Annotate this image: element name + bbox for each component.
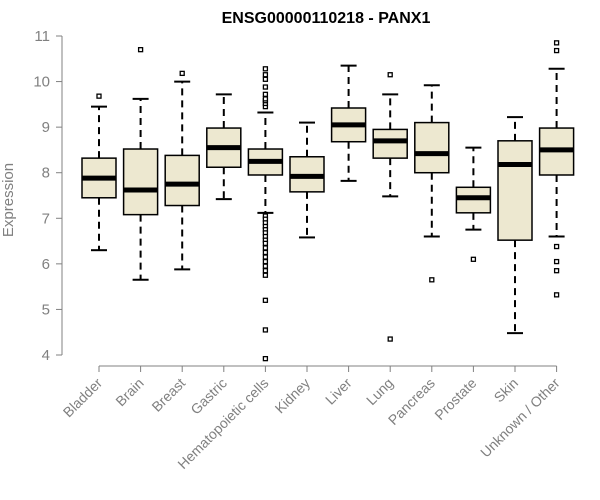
x-category-label: Kidney <box>272 375 314 417</box>
x-category-label: Bladder <box>60 375 106 421</box>
outlier-point <box>470 256 477 262</box>
x-category-label: Skin <box>491 375 522 406</box>
outlier-point <box>553 243 560 250</box>
iqr-box <box>414 121 450 174</box>
outlier-point <box>553 47 560 54</box>
y-tick-label: 6 <box>42 256 50 273</box>
outlier-point <box>179 70 185 77</box>
iqr-box <box>372 128 408 159</box>
outlier-point <box>262 268 269 274</box>
y-tick-label: 8 <box>42 165 50 182</box>
box-brain <box>122 47 159 281</box>
outlier-point <box>262 355 269 362</box>
iqr-box <box>497 140 533 241</box>
outlier-point <box>262 84 269 90</box>
outlier-point <box>553 258 560 265</box>
y-axis-label: Expression <box>0 163 17 237</box>
outlier-point <box>96 93 102 99</box>
x-category-label: Lung <box>363 375 396 408</box>
outlier-point <box>262 66 269 72</box>
outlier-point <box>262 327 269 333</box>
y-tick-label: 10 <box>33 74 50 91</box>
outlier-point <box>262 91 269 97</box>
outlier-point <box>262 297 269 303</box>
iqr-box <box>164 154 200 207</box>
box-pancreas <box>414 84 450 283</box>
outlier-point <box>262 263 269 269</box>
box-lung <box>372 72 408 342</box>
axes: 4 5 6 7 8 9 10 11 <box>33 28 558 372</box>
iqr-box <box>122 148 159 216</box>
outlier-point <box>429 277 435 283</box>
outlier-point <box>262 272 269 278</box>
y-tick-label: 9 <box>42 119 50 136</box>
outlier-point <box>262 72 269 78</box>
x-category-label: Prostate <box>431 375 479 423</box>
chart-title: ENSG00000110218 - PANX1 <box>222 10 431 27</box>
x-category-label: Brain <box>112 375 146 409</box>
outlier-point <box>137 47 144 53</box>
outlier-point <box>553 268 560 274</box>
outlier-point <box>553 292 560 298</box>
box-kidney <box>289 121 325 239</box>
outlier-point <box>553 40 560 46</box>
y-tick-label: 7 <box>42 210 50 227</box>
outlier-point <box>262 96 269 102</box>
box-prostate <box>455 146 492 262</box>
outlier-point <box>387 336 393 342</box>
outlier-point <box>262 258 269 265</box>
outlier-point <box>262 249 269 256</box>
box-skin <box>497 116 533 335</box>
box-bladder <box>81 93 117 252</box>
y-tick-label: 11 <box>34 28 50 45</box>
box-hematopoietic-cells <box>247 66 284 362</box>
y-tick-label: 4 <box>42 347 50 364</box>
outlier-point <box>387 72 393 78</box>
boxes <box>81 40 575 362</box>
outlier-point <box>262 76 269 82</box>
outlier-point <box>262 245 269 251</box>
x-category-label: Breast <box>148 375 188 415</box>
box-gastric <box>206 93 242 201</box>
box-liver <box>330 64 367 182</box>
x-category-label: Liver <box>322 375 355 408</box>
outlier-point <box>262 240 269 247</box>
x-category-label: Unknown / Other <box>477 375 563 461</box>
box-breast <box>164 70 200 271</box>
outlier-point <box>262 254 269 260</box>
y-tick-label: 5 <box>42 301 50 318</box>
box-unknown-other <box>538 40 575 298</box>
